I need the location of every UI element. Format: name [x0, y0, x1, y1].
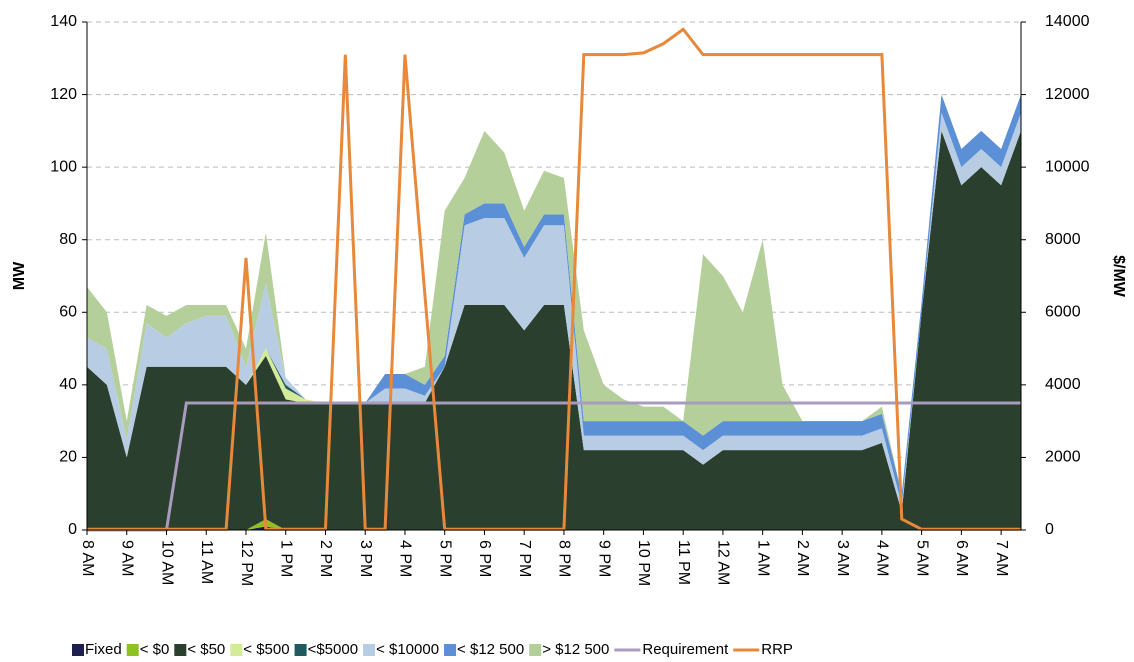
- y2-tick-label: 14000: [1045, 13, 1090, 30]
- area: [87, 94, 1021, 494]
- y2-tick-label: 12000: [1045, 86, 1090, 103]
- x-tick-label: 1 PM: [277, 540, 294, 577]
- y2-tick-label: 4000: [1045, 376, 1081, 393]
- area: [87, 130, 1021, 530]
- legend-label: < $0: [140, 641, 170, 658]
- x-tick-label: 10 AM: [158, 540, 175, 585]
- y2-tick-label: 10000: [1045, 158, 1090, 175]
- x-tick-label: 8 AM: [79, 540, 96, 576]
- x-tick-label: 9 PM: [595, 540, 612, 577]
- x-tick-label: 7 AM: [993, 540, 1010, 576]
- legend-label: Requirement: [642, 641, 729, 658]
- x-tick-label: 3 PM: [357, 540, 374, 577]
- y2-tick-label: 8000: [1045, 231, 1081, 248]
- x-tick-label: 2 AM: [794, 540, 811, 576]
- y-tick-label: 100: [50, 158, 77, 175]
- x-tick-label: 3 AM: [834, 540, 851, 576]
- legend-swatch: [444, 644, 457, 656]
- legend-label: < $500: [243, 641, 289, 658]
- x-tick-label: 4 PM: [397, 540, 414, 577]
- x-tick-label: 11 PM: [675, 540, 692, 585]
- x-tick-label: 8 PM: [556, 540, 573, 577]
- y-tick-label: 60: [59, 304, 77, 321]
- y-tick-label: 80: [59, 231, 77, 248]
- x-tick-label: 6 AM: [953, 540, 970, 576]
- legend-label: <$5000: [308, 641, 358, 658]
- legend-label: < $12 500: [457, 641, 524, 658]
- x-tick-label: 12 PM: [238, 540, 255, 586]
- x-tick-label: 1 AM: [754, 540, 771, 576]
- y2-tick-label: 6000: [1045, 304, 1081, 321]
- legend-swatch: [72, 644, 84, 656]
- line: [87, 27, 1021, 531]
- x-tick-label: 7 PM: [516, 540, 533, 577]
- y2-axis-label: $/MW: [1110, 255, 1127, 298]
- x-tick-label: 12 AM: [715, 540, 732, 585]
- legend-label: Fixed: [85, 641, 122, 658]
- y-axis-label: MW: [11, 261, 28, 290]
- x-tick-label: 5 PM: [436, 540, 453, 577]
- y2-tick-label: 0: [1045, 521, 1054, 538]
- legend-swatch: [126, 644, 139, 656]
- legend-label: > $12 500: [542, 641, 609, 658]
- y-tick-label: 120: [50, 86, 77, 103]
- y-tick-label: 20: [59, 449, 77, 466]
- legend-label: < $10000: [376, 641, 439, 658]
- legend-swatch: [363, 644, 376, 656]
- line: [87, 401, 1021, 532]
- y-tick-label: 140: [50, 13, 77, 30]
- x-tick-label: 5 AM: [913, 540, 930, 576]
- y2-tick-label: 2000: [1045, 449, 1081, 466]
- legend-label: < $50: [187, 641, 225, 658]
- legend-swatch: [294, 644, 307, 656]
- x-tick-label: 10 PM: [635, 540, 652, 586]
- legend-swatch: [174, 644, 187, 656]
- legend-swatch: [230, 644, 243, 656]
- x-tick-label: 6 PM: [476, 540, 493, 577]
- y-tick-label: 0: [68, 521, 77, 538]
- legend-swatch: [529, 644, 542, 656]
- x-tick-label: 11 AM: [198, 540, 215, 584]
- x-tick-label: 4 AM: [874, 540, 891, 576]
- x-tick-label: 9 AM: [119, 540, 136, 576]
- legend-label: RRP: [761, 641, 793, 658]
- area: [87, 519, 1021, 530]
- x-tick-label: 2 PM: [317, 540, 334, 577]
- y-tick-label: 40: [59, 376, 77, 393]
